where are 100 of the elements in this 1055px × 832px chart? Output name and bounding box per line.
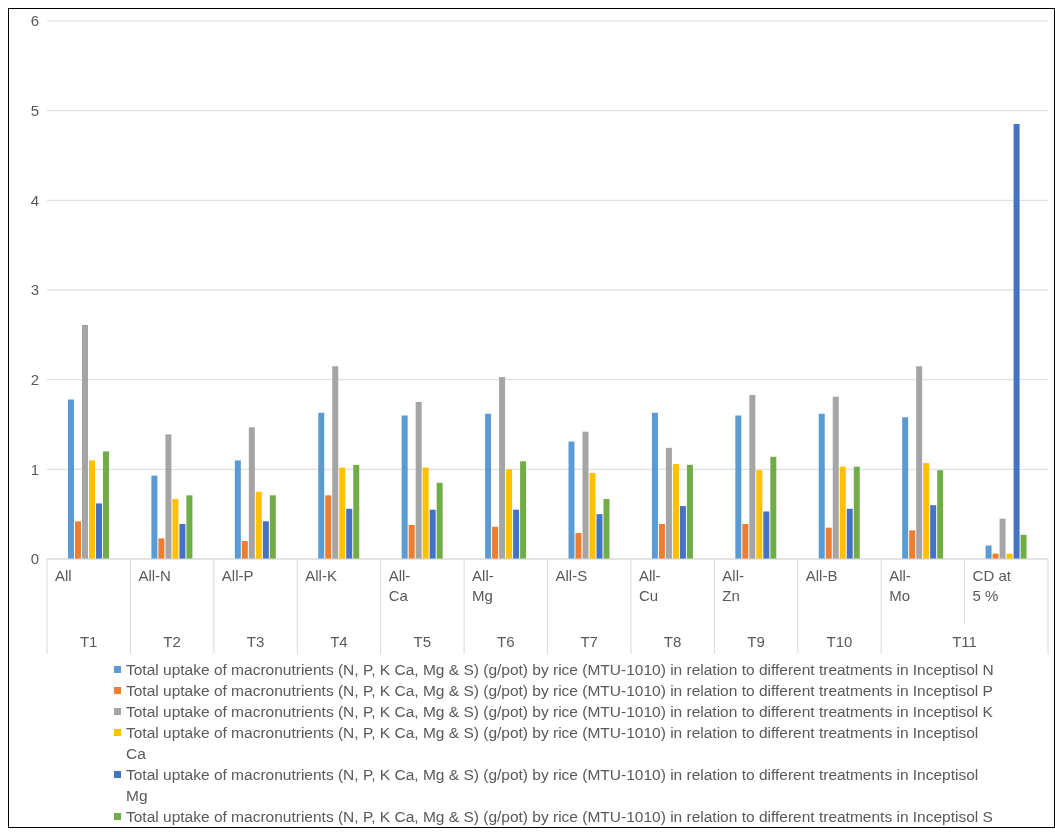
bar	[318, 412, 325, 559]
bar	[234, 460, 241, 559]
legend-label: Total uptake of macronutrients (N, P, K Ca, Mg & S) (g/pot) by rice (MTU-1010) in relation to different treatments in Inceptisol S	[126, 807, 993, 827]
bar	[846, 508, 853, 559]
bar	[672, 463, 679, 559]
bar	[103, 451, 109, 559]
bar	[89, 460, 95, 559]
bar	[429, 509, 436, 559]
bar	[158, 538, 165, 559]
bar	[658, 524, 665, 559]
bar	[96, 503, 102, 559]
bar	[749, 394, 756, 559]
bar	[485, 413, 492, 559]
bar	[492, 526, 499, 559]
bar	[401, 415, 408, 559]
y-tick-label: 4	[30, 191, 39, 209]
legend-label: Total uptake of macronutrients (N, P, K Ca, Mg & S) (g/pot) by rice (MTU-1010) in relation to different treatments in Inceptisol K	[126, 702, 993, 722]
bar	[916, 366, 923, 559]
legend-label: Total uptake of macronutrients (N, P, K Ca, Mg & S) (g/pot) by rice (MTU-1010) in relation to different treatments in Inceptisol P	[126, 681, 993, 701]
bar	[923, 463, 930, 559]
bar	[346, 508, 353, 559]
bar	[825, 527, 832, 559]
x-tick-label: All-Zn	[722, 567, 745, 604]
bar	[756, 470, 763, 559]
bar	[186, 495, 193, 559]
bar	[735, 415, 742, 559]
bar	[575, 533, 582, 559]
x-tick-label: CD at 5 %	[972, 567, 1012, 604]
bar	[353, 464, 360, 559]
bar	[172, 498, 179, 559]
bar	[436, 482, 443, 559]
y-tick-label: 1	[30, 460, 39, 478]
bar	[325, 495, 332, 559]
bar	[339, 467, 346, 559]
bar	[839, 466, 846, 559]
y-tick-label: 2	[30, 370, 39, 388]
text: T9	[747, 633, 765, 650]
text: T3	[246, 633, 265, 650]
bar	[770, 456, 777, 559]
text: T4	[330, 633, 348, 650]
x-tick-label: All-P	[221, 567, 254, 584]
bar	[506, 469, 513, 559]
bar	[248, 427, 255, 559]
y-tick-label: 0	[30, 550, 39, 568]
bar	[589, 472, 596, 559]
bar	[520, 461, 527, 559]
bar	[568, 441, 575, 559]
bar	[179, 524, 186, 559]
legend-label: Total uptake of macronutrients (N, P, K Ca, Mg & S) (g/pot) by rice (MTU-1010) in relation to different treatments in Inceptisol Mg	[126, 765, 980, 806]
y-tick-label: 5	[30, 101, 39, 119]
bar	[937, 470, 944, 559]
text: T2	[163, 633, 181, 650]
bar	[1013, 124, 1020, 559]
bar	[262, 521, 269, 559]
bar	[763, 511, 770, 559]
x-tick-label: All-Mo	[889, 567, 911, 604]
text: T8	[663, 633, 682, 650]
bar	[75, 521, 81, 559]
bar	[151, 475, 158, 559]
x-tick-label: All-B	[805, 567, 838, 584]
bar	[909, 530, 916, 559]
y-tick-label: 6	[30, 12, 39, 30]
bar	[1020, 534, 1027, 559]
bar	[408, 524, 415, 559]
bar	[651, 412, 658, 559]
x-tick-label: All-Mg	[472, 567, 494, 604]
x-tick-label: All-Ca	[388, 567, 411, 604]
bar	[603, 498, 610, 559]
text: T7	[580, 633, 598, 650]
bar	[818, 413, 825, 559]
text: T5	[413, 633, 432, 650]
bar	[902, 417, 909, 559]
bar	[596, 514, 603, 559]
bar	[82, 324, 88, 559]
bar	[241, 541, 248, 559]
bar	[255, 491, 262, 559]
text: T11	[952, 633, 977, 650]
bar	[499, 376, 506, 559]
bar	[269, 495, 276, 559]
bar	[853, 466, 860, 559]
bar	[582, 431, 589, 559]
bar	[665, 447, 672, 559]
x-tick-label: All	[55, 567, 72, 584]
y-tick-label: 3	[30, 281, 39, 299]
x-tick-label: All-Cu	[638, 567, 661, 604]
text: T6	[497, 633, 515, 650]
bar	[165, 434, 172, 559]
text: T1	[79, 633, 98, 650]
bar	[832, 396, 839, 559]
bar	[686, 464, 693, 559]
text: T10	[826, 633, 853, 650]
legend-label: Total uptake of macronutrients (N, P, K Ca, Mg & S) (g/pot) by rice (MTU-1010) in relation to different treatments in Inceptisol N	[126, 660, 994, 680]
x-tick-label: All-N	[138, 567, 171, 584]
x-tick-label: All-S	[555, 567, 588, 584]
legend-label: Total uptake of macronutrients (N, P, K Ca, Mg & S) (g/pot) by rice (MTU-1010) in relation to different treatments in Inceptisol Ca	[126, 723, 980, 764]
bar	[679, 506, 686, 559]
bar	[513, 509, 520, 559]
x-tick-label: All-K	[305, 567, 337, 584]
bar	[930, 505, 937, 559]
bar	[742, 524, 749, 559]
